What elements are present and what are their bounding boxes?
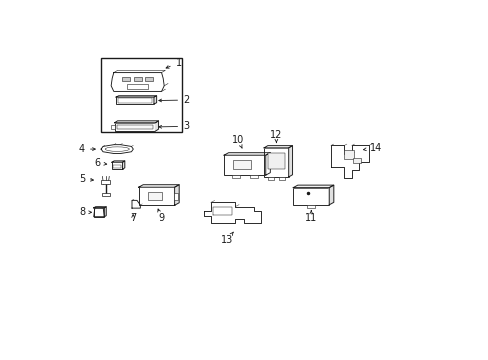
- Text: 14: 14: [363, 143, 381, 153]
- Bar: [293, 188, 328, 205]
- Bar: [145, 77, 153, 81]
- Text: 8: 8: [79, 207, 91, 217]
- Bar: [117, 125, 153, 129]
- Bar: [224, 155, 265, 175]
- Bar: [101, 58, 182, 132]
- Polygon shape: [155, 121, 158, 131]
- Polygon shape: [132, 201, 140, 208]
- Polygon shape: [104, 207, 106, 217]
- Bar: [101, 180, 110, 184]
- Bar: [231, 175, 239, 178]
- Bar: [111, 125, 115, 129]
- Polygon shape: [138, 185, 179, 187]
- Text: 3: 3: [159, 121, 189, 131]
- Text: 10: 10: [232, 135, 244, 148]
- Polygon shape: [224, 153, 270, 155]
- Bar: [102, 193, 109, 196]
- Bar: [267, 153, 285, 169]
- Polygon shape: [116, 96, 156, 97]
- Polygon shape: [112, 161, 124, 162]
- Text: 2: 2: [159, 95, 189, 105]
- Bar: [250, 175, 257, 178]
- Bar: [122, 77, 130, 81]
- Polygon shape: [122, 161, 124, 169]
- Polygon shape: [94, 207, 106, 208]
- Bar: [94, 208, 104, 217]
- Bar: [344, 150, 353, 158]
- Text: 6: 6: [94, 158, 106, 168]
- Polygon shape: [293, 185, 333, 188]
- Polygon shape: [330, 145, 368, 178]
- Text: 12: 12: [270, 130, 282, 143]
- Polygon shape: [154, 96, 156, 104]
- Polygon shape: [111, 73, 164, 91]
- Polygon shape: [114, 121, 158, 123]
- Text: 5: 5: [79, 174, 93, 184]
- Bar: [116, 97, 154, 104]
- Bar: [307, 204, 314, 208]
- Bar: [127, 85, 148, 89]
- Bar: [112, 162, 122, 169]
- Text: 4: 4: [79, 144, 95, 154]
- Bar: [352, 158, 360, 163]
- Bar: [114, 123, 155, 131]
- Polygon shape: [203, 202, 260, 223]
- Text: 13: 13: [221, 232, 233, 245]
- Bar: [233, 160, 250, 170]
- Text: 11: 11: [305, 211, 317, 224]
- Bar: [113, 165, 121, 168]
- Bar: [147, 192, 162, 200]
- Polygon shape: [101, 145, 133, 153]
- Polygon shape: [265, 153, 270, 175]
- Bar: [267, 177, 273, 180]
- Bar: [278, 177, 284, 180]
- Polygon shape: [264, 146, 292, 148]
- Ellipse shape: [94, 207, 104, 209]
- Text: 1: 1: [166, 58, 182, 68]
- Polygon shape: [174, 185, 179, 205]
- Text: 9: 9: [158, 209, 164, 224]
- Bar: [133, 77, 142, 81]
- Bar: [138, 187, 174, 205]
- Text: 7: 7: [130, 213, 136, 224]
- Bar: [118, 98, 152, 103]
- Polygon shape: [94, 208, 104, 217]
- Bar: [264, 148, 288, 177]
- Polygon shape: [328, 185, 333, 205]
- Polygon shape: [288, 146, 292, 177]
- Bar: [174, 193, 178, 199]
